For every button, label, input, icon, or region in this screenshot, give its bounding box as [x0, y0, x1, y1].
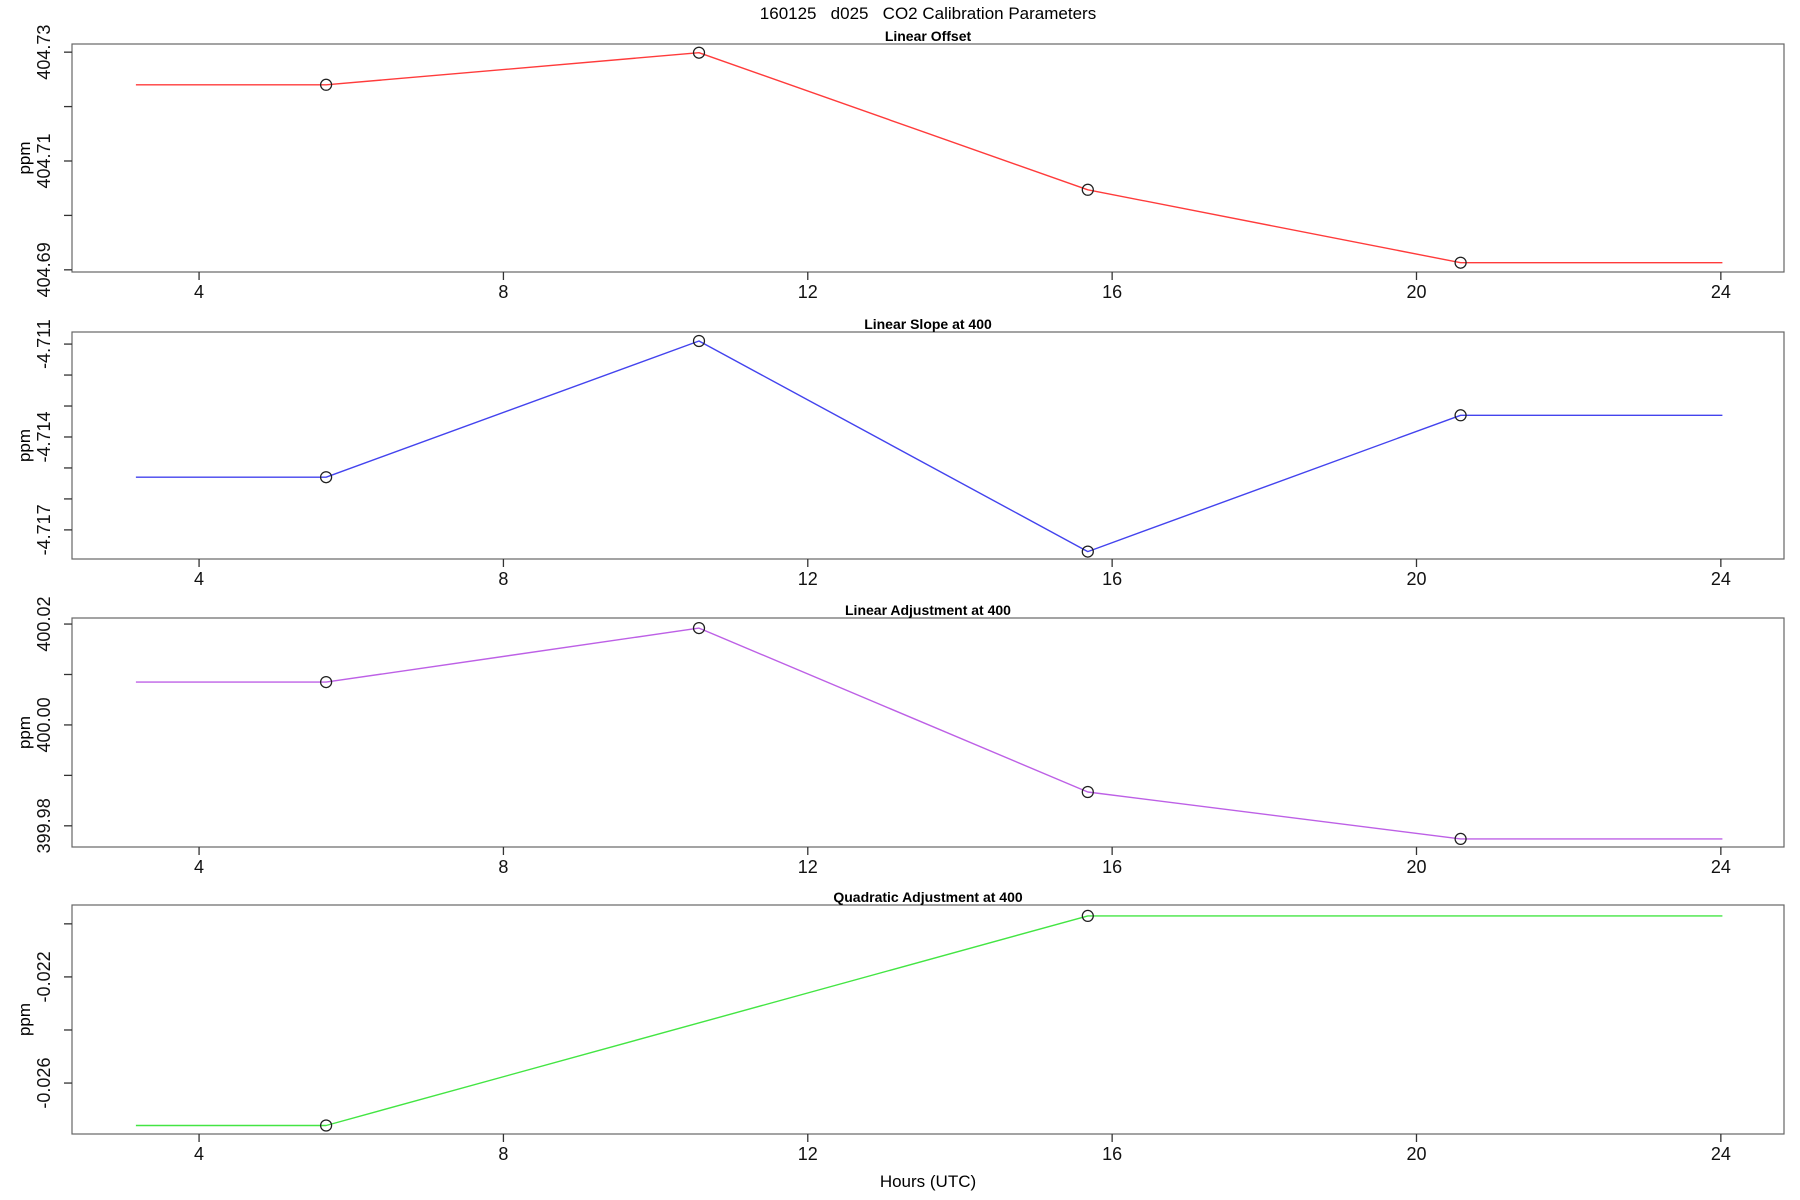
- x-tick-label: 12: [798, 857, 818, 877]
- y-tick-label: -4.717: [34, 504, 54, 555]
- x-tick-label: 24: [1711, 1144, 1731, 1164]
- data-point-marker: [1081, 183, 1094, 196]
- panel-1-box: [71, 331, 1785, 560]
- x-tick-label: 24: [1711, 569, 1731, 589]
- x-tick-label: 4: [194, 1144, 204, 1164]
- y-tick-label: 404.73: [34, 25, 54, 80]
- y-axis-title: ppm: [15, 141, 34, 174]
- y-tick-label: 400.00: [34, 697, 54, 752]
- panel-2-box: [71, 617, 1785, 848]
- x-tick-label: 8: [498, 857, 508, 877]
- x-tick-label: 12: [798, 282, 818, 302]
- y-tick-label: 400.02: [34, 597, 54, 652]
- data-point-marker: [1081, 785, 1094, 799]
- data-point-marker: [692, 334, 706, 348]
- panel-title-quadratic-adjustment: Quadratic Adjustment at 400: [833, 889, 1023, 905]
- y-axis-title: ppm: [15, 429, 34, 462]
- x-tick-label: 16: [1102, 1144, 1122, 1164]
- x-tick-label: 20: [1406, 857, 1426, 877]
- y-tick-label: -0.026: [34, 1058, 54, 1109]
- x-tick-label: 8: [498, 1144, 508, 1164]
- x-tick-label: 20: [1406, 569, 1426, 589]
- panel-3-box: [71, 904, 1785, 1135]
- y-axis-title: ppm: [15, 716, 34, 749]
- y-tick-label: 404.69: [34, 242, 54, 297]
- x-tick-label: 20: [1406, 1144, 1426, 1164]
- data-point-marker: [1081, 909, 1094, 923]
- x-tick-label: 16: [1102, 857, 1122, 877]
- x-tick-label: 24: [1711, 282, 1731, 302]
- x-tick-label: 8: [498, 569, 508, 589]
- x-tick-label: 16: [1102, 282, 1122, 302]
- panel-2-line: [135, 627, 1723, 840]
- x-tick-label: 8: [498, 282, 508, 302]
- data-point-marker: [319, 675, 333, 689]
- data-point-marker: [1454, 409, 1467, 422]
- data-point-marker: [692, 621, 706, 635]
- y-tick-label: -4.711: [34, 319, 54, 369]
- x-tick-label: 12: [798, 569, 818, 589]
- x-tick-label: 4: [194, 282, 204, 302]
- x-tick-label: 12: [798, 1144, 818, 1164]
- panel-title-linear-adjustment: Linear Adjustment at 400: [845, 602, 1011, 618]
- y-tick-label: 404.71: [34, 133, 54, 188]
- panel-3-line: [135, 915, 1723, 1127]
- y-tick-label: 399.98: [34, 798, 54, 853]
- chart-title: 160125 d025 CO2 Calibration Parameters: [759, 4, 1097, 23]
- x-tick-label: 16: [1102, 569, 1122, 589]
- y-tick-label: -0.022: [34, 951, 54, 1002]
- panel-title-linear-slope: Linear Slope at 400: [864, 316, 992, 332]
- panel-0-line: [135, 52, 1723, 264]
- x-tick-label: 24: [1711, 857, 1731, 877]
- data-point-marker: [1454, 832, 1467, 846]
- panel-0-box: [71, 43, 1785, 273]
- data-point-marker: [1454, 256, 1467, 269]
- data-point-marker: [1081, 545, 1094, 558]
- x-axis-title: Hours (UTC): [879, 1172, 977, 1191]
- y-tick-label: -4.714: [34, 411, 54, 462]
- data-point-marker: [319, 471, 333, 484]
- panel-1-line: [135, 340, 1723, 553]
- x-tick-label: 20: [1406, 282, 1426, 302]
- data-point-marker: [319, 1119, 333, 1132]
- data-point-marker: [319, 78, 333, 91]
- x-tick-label: 4: [194, 857, 204, 877]
- y-axis-title: ppm: [15, 1003, 34, 1036]
- data-point-marker: [692, 46, 706, 59]
- panel-title-linear-offset: Linear Offset: [884, 28, 972, 44]
- x-tick-label: 4: [194, 569, 204, 589]
